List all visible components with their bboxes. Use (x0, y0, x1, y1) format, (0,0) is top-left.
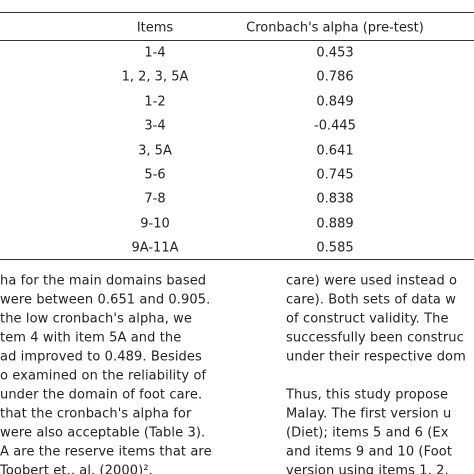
item-cell: 3-4 (144, 118, 166, 134)
right-text-line: successfully been construc (286, 330, 464, 346)
right-text-line: (Diet); items 5 and 6 (Ex (286, 425, 449, 441)
left-text-line: under the domain of foot care. (0, 387, 203, 403)
right-text-line: under their respective dom (286, 349, 466, 365)
item-cell: 9A-11A (131, 240, 179, 256)
left-text-line: the low cronbach's alpha, we (0, 311, 193, 327)
alpha-cell: 0.745 (316, 167, 354, 183)
item-cell: 3, 5A (138, 143, 172, 159)
alpha-cell: 0.641 (316, 143, 354, 159)
item-cell: 5-6 (144, 167, 166, 183)
alpha-cell: 0.838 (316, 191, 354, 207)
table-header-cell: Cronbach's alpha (pre-test) (246, 20, 424, 36)
right-text-line: Thus, this study propose (286, 387, 449, 403)
left-text-line: that the cronbach's alpha for (0, 406, 192, 422)
item-cell: 1, 2, 3, 5A (121, 69, 189, 85)
left-text-line: o examined on the reliability of (0, 368, 207, 384)
alpha-cell: 0.849 (316, 94, 354, 110)
table-bottom-rule (0, 259, 474, 260)
left-text-line: Toobert et., al. (2000)². (0, 463, 153, 474)
item-cell: 1-4 (144, 45, 166, 61)
right-text-line: version using items 1, 2, (286, 463, 449, 474)
left-text-line: ha for the main domains based (0, 273, 207, 289)
right-text-line: and items 9 and 10 (Foot (286, 444, 453, 460)
right-text-line: care) were used instead o (286, 273, 458, 289)
left-text-line: were also acceptable (Table 3). (0, 425, 206, 441)
left-text-line: tem 4 with item 5A and the (0, 330, 182, 346)
alpha-cell: 0.889 (316, 216, 354, 232)
left-text-line: A are the reserve items that are (0, 444, 212, 460)
right-text-line: of construct validity. The (286, 311, 449, 327)
table-header-rule (0, 40, 474, 41)
item-cell: 1-2 (144, 94, 166, 110)
left-text-line: ad improved to 0.489. Besides (0, 349, 202, 365)
alpha-cell: -0.445 (314, 118, 356, 134)
alpha-cell: 0.786 (316, 69, 354, 85)
table-top-rule (0, 12, 474, 13)
right-text-line: Malay. The first version u (286, 406, 452, 422)
left-text-line: were between 0.651 and 0.905. (0, 292, 211, 308)
item-cell: 9-10 (140, 216, 170, 232)
alpha-cell: 0.453 (316, 45, 354, 61)
item-cell: 7-8 (144, 191, 166, 207)
right-text-line: care). Both sets of data w (286, 292, 456, 308)
alpha-cell: 0.585 (316, 240, 354, 256)
table-header-cell: Items (136, 20, 174, 36)
